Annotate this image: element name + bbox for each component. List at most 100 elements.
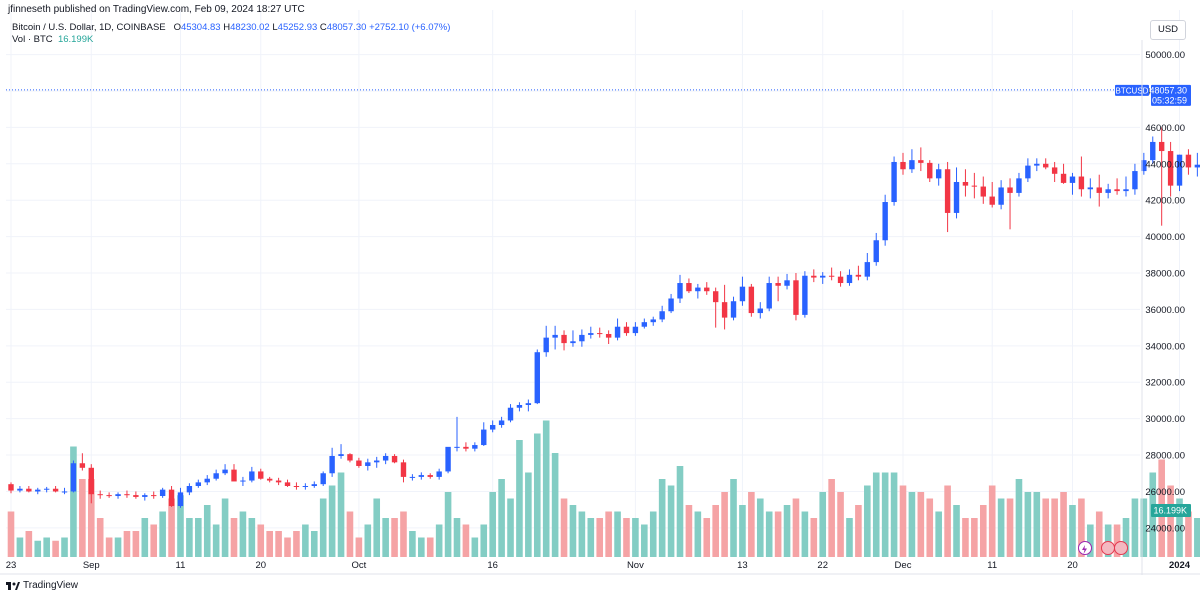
- volume-bar: [739, 505, 746, 557]
- candle-body: [882, 202, 888, 241]
- volume-bar: [1042, 498, 1050, 557]
- candle: [748, 283, 755, 317]
- y-tick-label: 44000.00: [1145, 159, 1185, 170]
- candle: [1185, 149, 1192, 175]
- candle: [605, 330, 612, 345]
- candle: [1150, 136, 1156, 164]
- volume-bar: [61, 537, 68, 557]
- volume-bar: [792, 498, 800, 557]
- candle-body: [1150, 141, 1156, 161]
- candle-body: [766, 283, 772, 309]
- y-tick-label: 28000.00: [1145, 451, 1185, 462]
- candle: [570, 330, 576, 347]
- candle: [1034, 158, 1040, 172]
- volume-bar: [87, 479, 95, 557]
- candle: [1087, 178, 1094, 199]
- volume-bar: [703, 518, 711, 557]
- tradingview-logo-icon: [6, 581, 20, 590]
- candle-body: [338, 454, 344, 456]
- candle-body: [1185, 154, 1192, 168]
- candle-body: [597, 333, 603, 335]
- us-flag-event-icon[interactable]: [1101, 541, 1115, 555]
- candle: [552, 325, 558, 350]
- candle-body: [793, 280, 799, 315]
- volume-bar: [489, 492, 496, 557]
- candle-body: [365, 462, 371, 466]
- volume-bar: [418, 537, 425, 557]
- candle-body: [775, 283, 781, 286]
- candle-body: [632, 326, 639, 334]
- candle-body: [1060, 173, 1067, 183]
- volume-bar: [917, 492, 925, 557]
- volume-bar: [641, 524, 648, 557]
- candle-body: [382, 455, 389, 461]
- volume-bar: [569, 505, 577, 557]
- candle: [302, 483, 309, 490]
- footer-brand[interactable]: TradingView: [6, 580, 78, 591]
- volume-bar: [275, 531, 282, 557]
- us-flag-event-icon-2[interactable]: [1114, 541, 1128, 555]
- x-tick-label: Dec: [895, 560, 912, 571]
- candle-body: [784, 280, 790, 286]
- candle: [400, 459, 407, 483]
- candle: [543, 325, 549, 357]
- candle-body: [579, 334, 585, 342]
- candle-body: [115, 494, 121, 497]
- candle: [1043, 158, 1049, 170]
- candle: [17, 486, 23, 493]
- volume-label: Vol · BTC: [12, 34, 53, 45]
- lightning-event-icon[interactable]: [1078, 541, 1092, 555]
- volume-bar: [1095, 511, 1103, 557]
- candle-body: [1007, 187, 1013, 193]
- candle-body: [258, 471, 264, 479]
- candle-body: [26, 488, 32, 492]
- volume-bars: [7, 420, 1200, 557]
- candle: [151, 491, 157, 499]
- candle-body: [17, 488, 23, 491]
- volume-bar: [596, 518, 604, 557]
- candle-body: [1176, 154, 1183, 186]
- candle-body: [159, 489, 166, 497]
- candle-body: [374, 460, 380, 463]
- volume-bar: [908, 492, 916, 557]
- candle: [258, 468, 264, 480]
- candle: [52, 486, 59, 493]
- x-tick-label: 23: [6, 560, 17, 571]
- candle-body: [52, 488, 59, 492]
- volume-legend: Vol · BTC 16.199K: [12, 34, 93, 45]
- volume-bar: [765, 511, 773, 557]
- candle-body: [730, 301, 737, 318]
- y-tick-label: 42000.00: [1145, 196, 1185, 207]
- high-value: 48230.02: [230, 22, 270, 33]
- candle: [1016, 172, 1022, 197]
- candle: [124, 490, 130, 498]
- volume-bar: [34, 540, 42, 557]
- currency-button[interactable]: USD: [1150, 20, 1186, 40]
- candle: [1060, 163, 1067, 184]
- candle: [1158, 127, 1165, 226]
- grid: [6, 10, 1181, 557]
- candle: [275, 477, 282, 486]
- y-tick-label: 50000.00: [1145, 50, 1185, 61]
- candle: [481, 422, 487, 446]
- candle-body: [445, 446, 451, 472]
- x-tick-label: 22: [817, 560, 828, 571]
- volume-bar: [462, 524, 470, 557]
- candle-body: [561, 334, 567, 344]
- candle-body: [213, 473, 219, 479]
- volume-bar: [7, 511, 15, 557]
- volume-bar: [899, 485, 907, 557]
- candle-body: [1078, 176, 1085, 190]
- candle: [588, 326, 594, 339]
- candle: [668, 293, 674, 314]
- candle: [88, 464, 94, 504]
- candle-body: [1194, 164, 1200, 168]
- candle: [1007, 178, 1013, 230]
- candle: [766, 276, 772, 312]
- candle-body: [605, 333, 612, 338]
- candle-body: [1016, 178, 1022, 193]
- candle: [445, 446, 451, 474]
- candle: [97, 490, 103, 499]
- volume-bar: [1167, 485, 1174, 557]
